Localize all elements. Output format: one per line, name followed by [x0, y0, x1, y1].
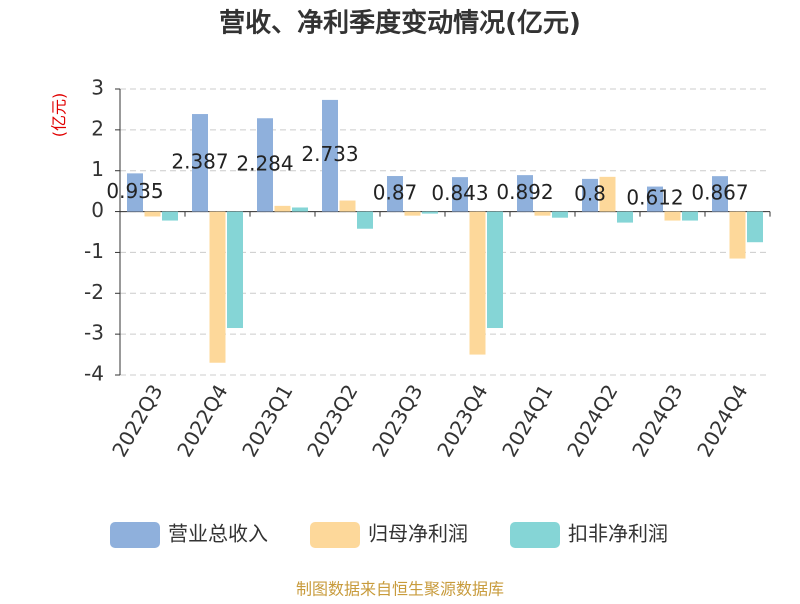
data-label: 0.87 — [373, 180, 418, 204]
source-note: 制图数据来自恒生聚源数据库 — [296, 580, 504, 599]
bar — [729, 211, 746, 259]
bar — [162, 211, 178, 221]
bar — [404, 211, 421, 216]
bar — [357, 211, 373, 229]
bar — [517, 175, 533, 212]
bar — [227, 211, 243, 329]
y-tick-label: 0 — [91, 198, 104, 222]
data-label: 0.935 — [106, 179, 163, 203]
chart-title: 营收、净利季度变动情况(亿元) — [219, 8, 581, 39]
legend-swatch — [110, 522, 160, 548]
legend-swatch — [310, 522, 360, 548]
bar — [339, 200, 356, 212]
y-tick-label: 1 — [91, 157, 104, 181]
data-label: 0.843 — [431, 181, 488, 205]
y-tick-label: 3 — [91, 76, 104, 100]
bar — [647, 186, 663, 212]
legend-label: 归母净利润 — [368, 522, 468, 546]
bar — [582, 178, 598, 212]
data-label: 0.867 — [691, 180, 748, 204]
legend-label: 扣非净利润 — [568, 522, 668, 546]
y-tick-label: -4 — [84, 362, 104, 386]
legend-label: 营业总收入 — [168, 522, 268, 546]
bar — [487, 211, 503, 329]
bar — [712, 176, 728, 212]
bar — [144, 211, 161, 217]
y-tick-label: -2 — [84, 280, 104, 304]
bar — [599, 176, 616, 212]
bar — [422, 211, 438, 214]
bar — [552, 211, 568, 218]
bar — [617, 211, 633, 223]
data-label: 0.892 — [496, 180, 553, 204]
y-tick-label: -3 — [84, 321, 104, 345]
bar — [192, 114, 208, 212]
bar — [127, 173, 143, 212]
bar — [682, 211, 698, 221]
bar — [747, 211, 763, 243]
data-label: 2.284 — [236, 151, 293, 175]
y-tick-label: -1 — [84, 239, 104, 263]
data-label: 2.387 — [171, 149, 228, 173]
y-axis-label: (亿元) — [50, 93, 69, 138]
bar — [534, 211, 551, 216]
bar — [387, 176, 403, 212]
data-label: 0.612 — [626, 186, 683, 210]
y-tick-label: 2 — [91, 116, 104, 140]
data-label: 0.8 — [574, 182, 606, 206]
bar — [322, 99, 338, 212]
bar — [257, 118, 273, 212]
bar — [209, 211, 226, 363]
bar — [664, 211, 681, 221]
data-label: 2.733 — [301, 142, 358, 166]
bar — [274, 205, 291, 212]
bar — [469, 211, 486, 355]
legend-swatch — [510, 522, 560, 548]
bar — [452, 177, 468, 212]
bar — [292, 207, 308, 212]
